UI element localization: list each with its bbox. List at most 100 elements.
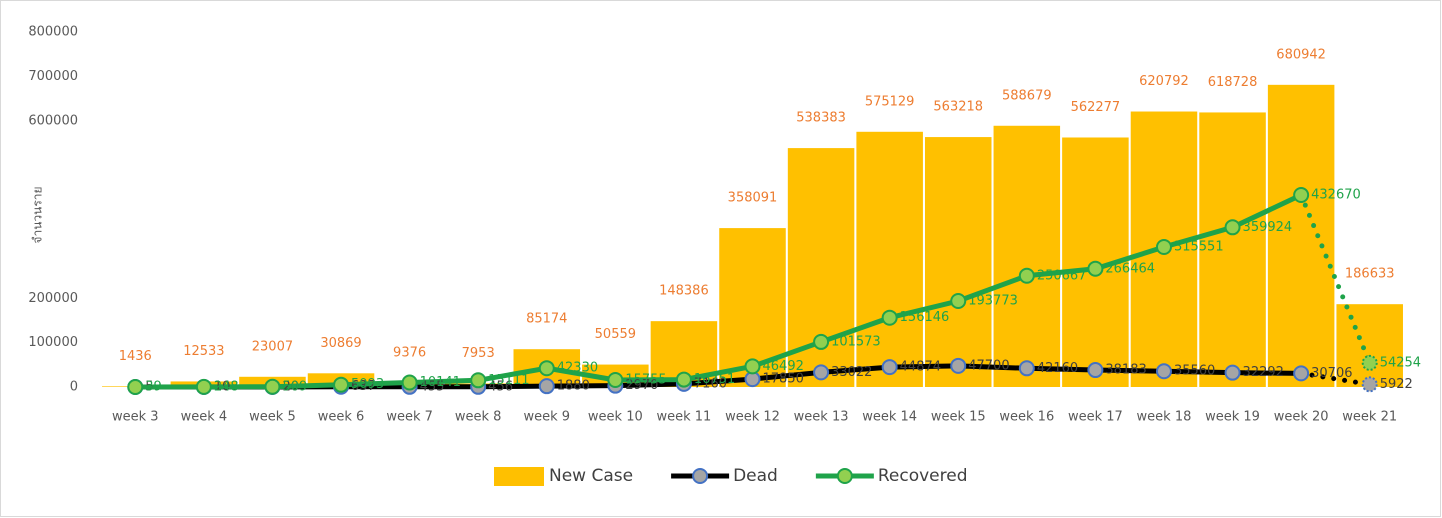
bar-value-label: 562277 [1071,100,1121,115]
recovered-value-label: 10141 [420,375,461,390]
marker [1087,362,1104,379]
dead-value-label: 5 [145,379,153,394]
marker [675,371,692,388]
marker [1224,364,1241,381]
x-tick-label: week 9 [523,410,570,425]
y-tick-label: 800000 [28,25,78,40]
dead-value-label: 637 [351,379,376,394]
dead-value-label: 30706 [1311,366,1352,381]
bar-value-label: 186633 [1345,267,1395,282]
x-tick-label: week 21 [1342,410,1397,425]
marker [813,333,830,350]
legend-marker [836,468,853,484]
bar-value-label: 148386 [659,284,709,299]
y-tick-label: 600000 [28,113,78,128]
bar-value-label: 618728 [1208,75,1258,90]
marker [1155,238,1172,255]
line [135,192,1303,390]
marker [1361,376,1378,393]
x-tick-label: week 3 [112,410,159,425]
legend-swatch [494,467,544,486]
y-tick-label: 200000 [28,291,78,306]
bar-value-label: 50559 [595,327,636,342]
marker [1087,260,1104,277]
y-tick-label: 700000 [28,69,78,84]
bar [993,125,1061,388]
dead-value-label: 20 [282,379,299,394]
bar-value-label: 358091 [728,191,778,206]
recovered-value-label: 509 [282,379,307,394]
recovered-value-label: 46492 [763,359,804,374]
bar-value-label: 575129 [865,94,915,109]
marker [950,293,967,310]
recovered-value-label: 315551 [1174,239,1224,254]
marker [538,378,555,395]
bar-value-label: 23007 [252,339,293,354]
recovered-value-label: 15111 [488,373,529,388]
x-tick-label: week 10 [588,410,643,425]
bar-value-label: 1436 [119,349,152,364]
marker [1293,187,1310,204]
dead-value-label: 35560 [1174,364,1215,379]
marker [1018,360,1035,377]
bar-value-label: 30869 [320,336,361,351]
bar [1336,304,1403,387]
bar-value-label: 12533 [183,344,224,359]
marker [538,360,555,377]
marker [401,374,418,391]
marker [881,359,898,376]
dead-value-label: 32292 [1243,365,1284,380]
bar-value-label: 680942 [1276,47,1326,62]
y-tick-label: 0 [70,380,78,395]
recovered-value-label: 359924 [1243,220,1293,235]
bar-value-label: 85174 [526,312,567,327]
dead-value-label: 2970 [625,378,658,393]
marker [127,378,144,395]
marker [744,358,761,375]
legend-label: Dead [733,466,778,486]
dead-value-label: 33022 [831,365,872,380]
bar-value-label: 620792 [1139,74,1189,89]
x-tick-label: week 15 [931,410,986,425]
marker [1018,267,1035,284]
x-tick-label: week 11 [656,410,711,425]
dead-value-label: 38183 [1105,363,1146,378]
bar [856,131,923,387]
marker [333,376,350,393]
recovered-value-label: 42330 [557,361,598,376]
bar-value-label: 7953 [462,346,495,361]
bar-value-label: 9376 [393,345,426,360]
x-tick-label: week 6 [318,410,365,425]
recovered-value-label: 5093 [351,377,384,392]
x-tick-label: week 18 [1137,410,1192,425]
bar [1267,84,1335,388]
x-tick-label: week 20 [1274,410,1329,425]
x-tick-label: week 14 [862,410,917,425]
dead-value-label: 7160 [694,376,727,391]
bar-value-label: 538383 [796,111,846,126]
line-projection [1298,370,1373,387]
recovered-value-label: 266464 [1105,261,1155,276]
recovered-value-label: 15755 [625,373,666,388]
dead-value-label: 455 [420,379,445,394]
dead-value-label: 47700 [968,358,1009,373]
marker [1155,363,1172,380]
recovered-value-label: 156146 [900,310,950,325]
dead-value-label: 1880 [557,379,590,394]
bar-value-label: 563218 [933,100,983,115]
y-axis-title: จำนวนราย [31,186,45,243]
marker [881,309,898,326]
marker [607,372,624,389]
x-tick-label: week 13 [794,410,849,425]
x-tick-label: week 19 [1205,410,1260,425]
recovered-value-label: 193773 [968,294,1018,309]
dead-value-label: 44874 [900,360,941,375]
dead-value-label: 456 [488,379,513,394]
x-tick-label: week 17 [1068,410,1123,425]
legend-label: Recovered [878,466,968,486]
recovered-value-label: 432670 [1311,188,1361,203]
marker [1293,365,1310,382]
recovered-value-label: 39 [145,379,162,394]
bar-value-label: 588679 [1002,88,1052,103]
